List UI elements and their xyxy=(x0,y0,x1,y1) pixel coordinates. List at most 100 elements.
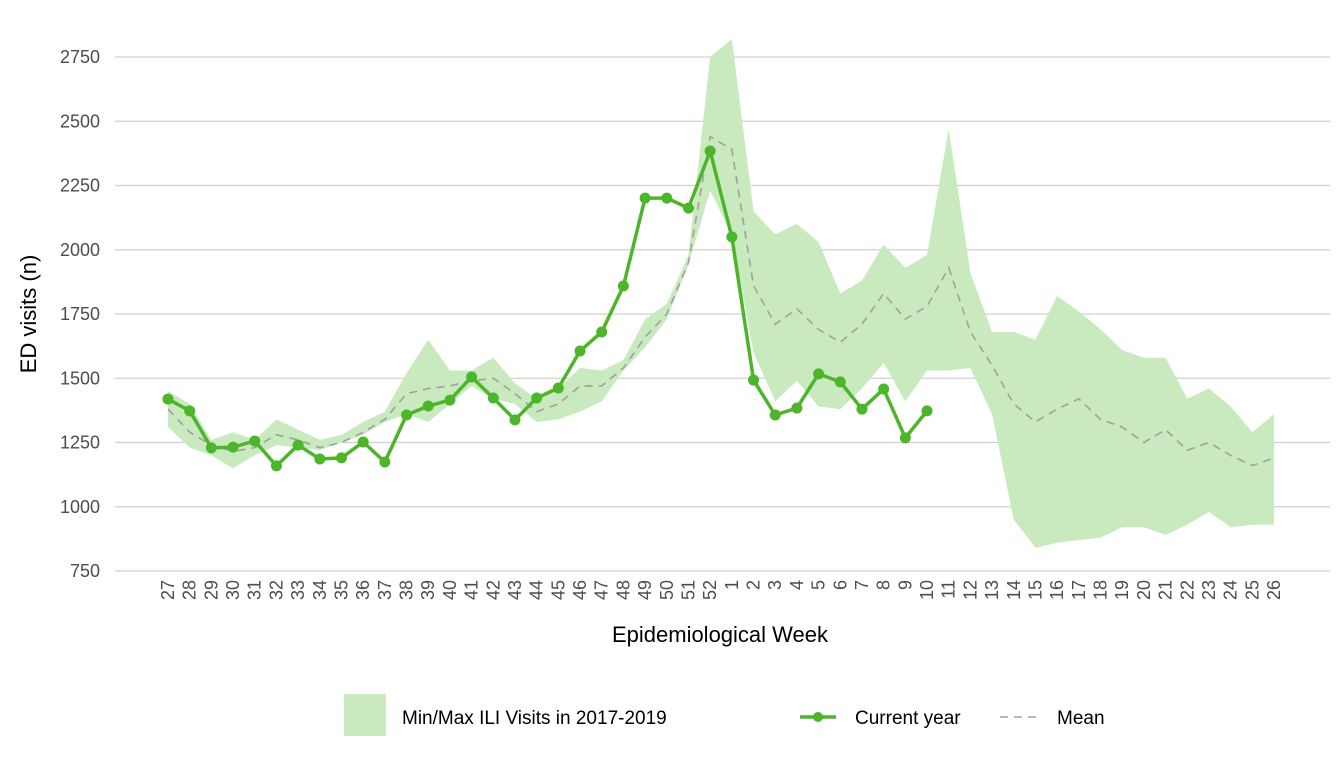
x-tick-label: 47 xyxy=(592,580,612,600)
y-tick-label: 1750 xyxy=(60,304,100,324)
x-tick-label: 50 xyxy=(657,580,677,600)
y-tick-label: 2250 xyxy=(60,176,100,196)
x-tick-label: 46 xyxy=(570,580,590,600)
y-tick-label: 1500 xyxy=(60,368,100,388)
x-tick-label: 52 xyxy=(700,580,720,600)
y-tick-label: 2500 xyxy=(60,111,100,131)
x-tick-label: 2 xyxy=(744,580,764,590)
current-year-point xyxy=(726,231,738,243)
x-tick-label: 20 xyxy=(1134,580,1154,600)
x-tick-label: 49 xyxy=(635,580,655,600)
current-year-point xyxy=(682,202,694,214)
x-tick-label: 9 xyxy=(895,580,915,590)
min-max-band xyxy=(168,39,1274,548)
current-year-point xyxy=(899,432,911,444)
current-year-point xyxy=(856,403,868,415)
current-year-point xyxy=(921,405,933,417)
current-year-point xyxy=(704,145,716,157)
x-tick-label: 6 xyxy=(830,580,850,590)
x-tick-label: 41 xyxy=(462,580,482,600)
x-tick-label: 36 xyxy=(353,580,373,600)
current-year-point xyxy=(639,192,651,204)
x-tick-label: 35 xyxy=(331,580,351,600)
x-tick-label: 14 xyxy=(1004,580,1024,600)
current-year-point xyxy=(791,402,803,414)
y-tick-label: 2750 xyxy=(60,47,100,67)
y-tick-label: 1250 xyxy=(60,433,100,453)
x-tick-label: 23 xyxy=(1199,580,1219,600)
x-tick-label: 34 xyxy=(310,580,330,600)
x-tick-label: 8 xyxy=(874,580,894,590)
legend-current-point xyxy=(813,712,823,722)
current-year-point xyxy=(552,382,564,394)
current-year-point xyxy=(270,460,282,472)
x-tick-label: 44 xyxy=(527,580,547,600)
mean-line xyxy=(167,135,1275,467)
current-year-point xyxy=(834,376,846,388)
x-tick-label: 17 xyxy=(1069,580,1089,600)
current-year-point xyxy=(184,405,196,417)
current-year-point xyxy=(249,435,261,447)
x-tick-label: 3 xyxy=(765,580,785,590)
current-year-point xyxy=(769,409,781,421)
x-tick-label: 26 xyxy=(1264,580,1284,600)
x-tick-label: 28 xyxy=(180,580,200,600)
x-tick-label: 38 xyxy=(397,580,417,600)
legend: Min/Max ILI Visits in 2017-2019 Current … xyxy=(344,694,1105,736)
x-tick-label: 40 xyxy=(440,580,460,600)
x-tick-label: 37 xyxy=(375,580,395,600)
x-tick-labels: 27 28 29 30 31 32 33 34 35 36 37 38 39 40 41 42 43 44 45 46… xyxy=(158,580,1284,600)
current-year-point xyxy=(813,368,825,380)
current-year-point xyxy=(379,456,391,468)
x-tick-label: 12 xyxy=(960,580,980,600)
x-tick-label: 32 xyxy=(266,580,286,600)
x-tick-label: 18 xyxy=(1091,580,1111,600)
current-year-point xyxy=(466,371,478,383)
x-tick-label: 25 xyxy=(1242,580,1262,600)
x-tick-label: 31 xyxy=(245,580,265,600)
current-year-point xyxy=(292,439,304,451)
current-year-point xyxy=(444,394,456,406)
x-tick-label: 30 xyxy=(223,580,243,600)
y-axis-title: ED visits (n) xyxy=(16,255,41,374)
current-year-point xyxy=(422,400,434,412)
legend-mean-label: Mean xyxy=(1057,708,1105,729)
x-tick-label: 16 xyxy=(1047,580,1067,600)
current-year-point xyxy=(878,383,890,395)
y-tick-label: 750 xyxy=(70,561,100,581)
y-tick-labels: 750 1000 1250 1500 1750 2000 2250 2500 2750 xyxy=(60,47,100,581)
current-year-point xyxy=(596,326,608,338)
x-tick-label: 29 xyxy=(201,580,221,600)
x-tick-label: 10 xyxy=(917,580,937,600)
x-tick-label: 13 xyxy=(982,580,1002,600)
current-year-point xyxy=(357,436,369,448)
x-tick-label: 42 xyxy=(483,580,503,600)
current-year-point xyxy=(661,192,673,204)
x-tick-label: 51 xyxy=(678,580,698,600)
x-tick-label: 21 xyxy=(1156,580,1176,600)
current-year-point xyxy=(574,345,586,357)
x-tick-label: 4 xyxy=(787,580,807,590)
x-tick-label: 5 xyxy=(809,580,829,590)
x-tick-label: 11 xyxy=(939,580,959,599)
x-tick-label: 48 xyxy=(613,580,633,600)
current-year-point xyxy=(314,453,326,465)
current-year-point xyxy=(335,452,347,464)
x-tick-label: 1 xyxy=(722,580,742,590)
current-year-point xyxy=(401,409,413,421)
y-tick-label: 2000 xyxy=(60,240,100,260)
x-tick-label: 43 xyxy=(505,580,525,600)
x-tick-label: 33 xyxy=(288,580,308,600)
legend-band-swatch xyxy=(344,694,386,736)
current-year-point xyxy=(227,441,239,453)
current-year-point xyxy=(617,280,629,292)
current-year-point xyxy=(162,393,174,405)
x-tick-label: 22 xyxy=(1177,580,1197,600)
legend-band-label: Min/Max ILI Visits in 2017-2019 xyxy=(402,708,667,729)
current-year-point xyxy=(509,414,521,426)
x-tick-label: 45 xyxy=(548,580,568,600)
x-tick-label: 19 xyxy=(1112,580,1132,600)
current-year-point xyxy=(531,392,543,404)
current-year-point xyxy=(487,392,499,404)
